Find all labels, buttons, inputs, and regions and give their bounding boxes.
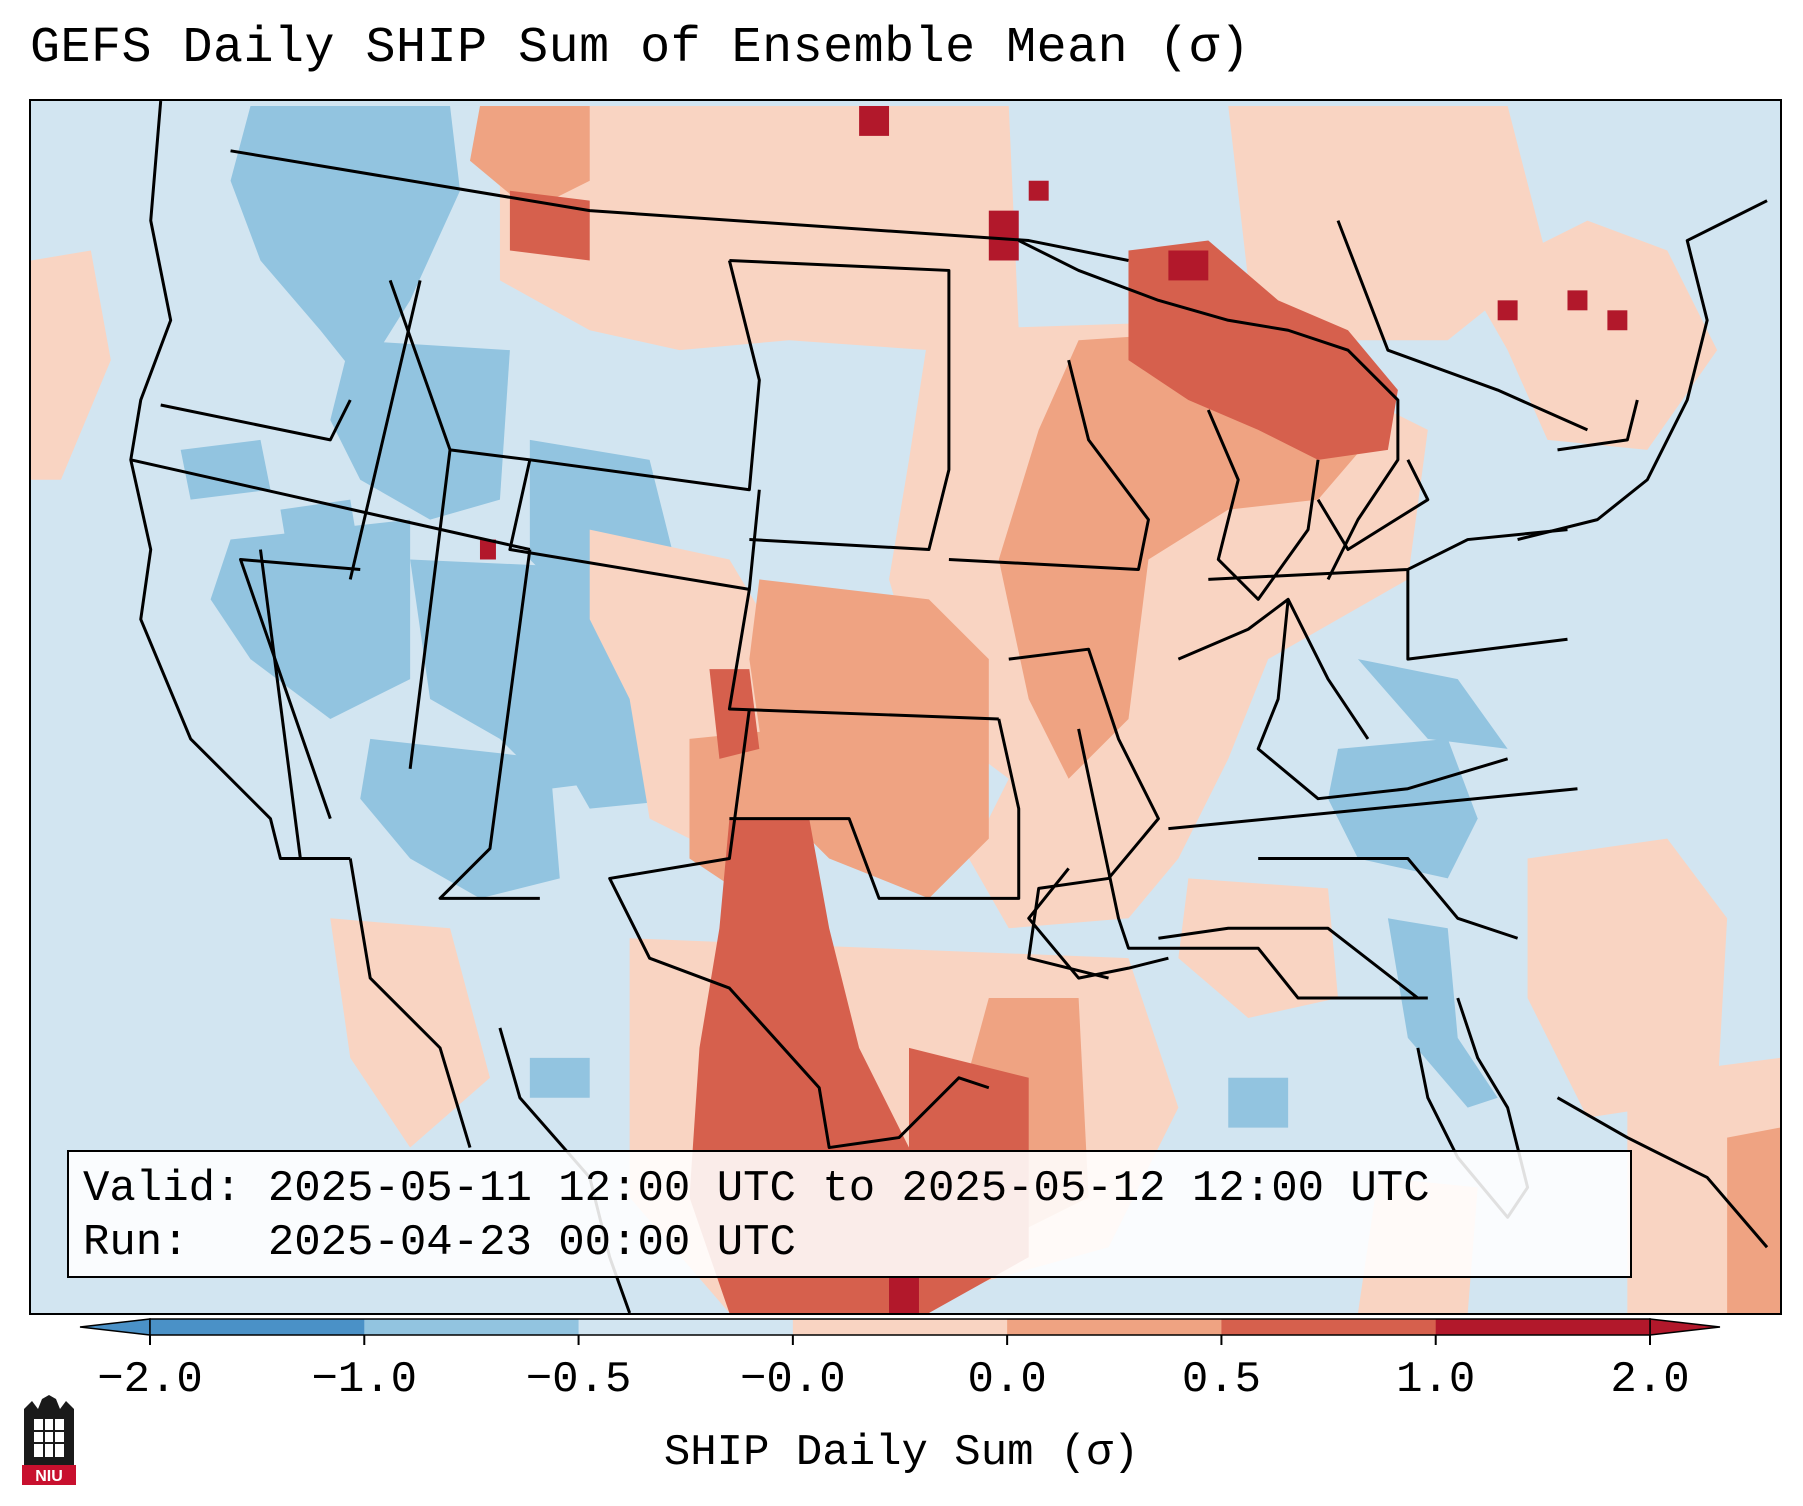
colorbar-segment	[1007, 1319, 1222, 1335]
state-borders	[129, 101, 1769, 1313]
colorbar-tick-label: −2.0	[97, 1355, 203, 1405]
colorbar-tick-label: −0.5	[526, 1355, 632, 1405]
colorbar-label: SHIP Daily Sum (σ)	[663, 1428, 1140, 1478]
colorbar-tick-label: 0.5	[1182, 1355, 1261, 1405]
colorbar-extend-high	[1649, 1318, 1721, 1336]
colorbar-segment	[1435, 1319, 1651, 1335]
colorbar-ticks: −2.0 −1.0 −0.5 −0.0 0.0 0.5 1.0 2.0	[97, 1335, 1690, 1405]
colorbar-segments	[79, 1318, 1721, 1336]
colorbar-tick-label: −1.0	[311, 1355, 417, 1405]
extreme-positive-cells	[479, 105, 1628, 1313]
colorbar-tick-label: 0.0	[968, 1355, 1047, 1405]
colorbar-segment	[150, 1319, 365, 1335]
colorbar-segment	[578, 1319, 794, 1335]
colorbar-segment	[364, 1319, 580, 1335]
colorbar-tick-label: 2.0	[1610, 1355, 1689, 1405]
map-panel	[29, 99, 1782, 1315]
colorbar-tick-label: −0.0	[740, 1355, 846, 1405]
colorbar-outline	[149, 1318, 1651, 1336]
colorbar: −2.0 −1.0 −0.5 −0.0 0.0 0.5 1.0 2.0	[79, 1318, 1721, 1405]
valid-line: Valid: 2025-05-11 12:00 UTC to 2025-05-1…	[83, 1164, 1430, 1214]
niu-castle-logo-icon: NIU	[22, 1395, 76, 1485]
colorbar-extend-low	[79, 1318, 151, 1336]
ship-anomaly-map	[31, 101, 1780, 1313]
page-title: GEFS Daily SHIP Sum of Ensemble Mean (σ)	[30, 20, 1251, 77]
valid-info-box: Valid: 2025-05-11 12:00 UTC to 2025-05-1…	[67, 1150, 1632, 1278]
run-line: Run: 2025-04-23 00:00 UTC	[83, 1218, 796, 1268]
colorbar-segment	[792, 1319, 1008, 1335]
logo-text: NIU	[35, 1468, 63, 1485]
colorbar-tick-label: 1.0	[1396, 1355, 1475, 1405]
colorbar-segment	[1221, 1319, 1437, 1335]
